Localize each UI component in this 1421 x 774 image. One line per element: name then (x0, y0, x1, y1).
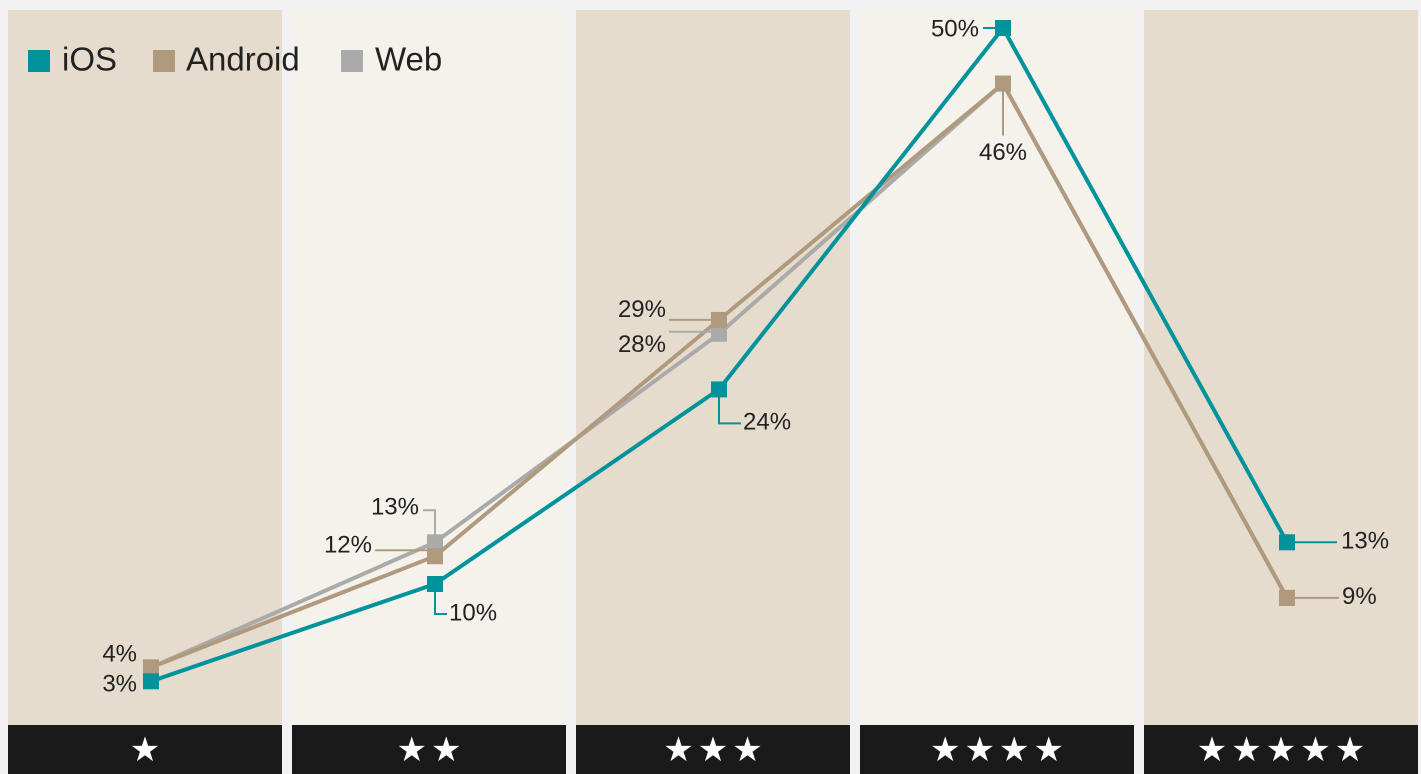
x-tick-label: ★★★★★ (1197, 731, 1369, 769)
panel (860, 10, 1134, 725)
x-tick-label: ★★★ (663, 731, 766, 769)
legend-swatch (153, 50, 175, 72)
legend-swatch (28, 50, 50, 72)
label-leader (669, 330, 720, 334)
legend-label: iOS (62, 41, 117, 78)
data-label: 3% (102, 671, 137, 698)
data-label: 4% (102, 641, 137, 668)
data-point (143, 659, 159, 676)
label-leader (423, 509, 436, 543)
data-label: 46% (979, 139, 1027, 166)
label-leader (434, 584, 447, 615)
label-leader (375, 549, 436, 557)
panel (292, 10, 566, 725)
data-label: 28% (618, 331, 666, 358)
legend-label: Web (375, 41, 442, 78)
data-label: 50% (931, 15, 979, 42)
x-tick-label: ★★★★ (930, 731, 1068, 769)
category-bar (576, 725, 850, 774)
panel (8, 10, 282, 725)
panel (576, 10, 850, 725)
category-bar (292, 725, 566, 774)
data-label: 12% (324, 532, 372, 559)
panel (1144, 10, 1418, 725)
data-point (143, 673, 159, 690)
data-label: 9% (1342, 583, 1377, 610)
x-tick-label: ★ (130, 731, 164, 769)
legend-swatch (341, 50, 363, 72)
data-label: 29% (618, 296, 666, 323)
data-label: 24% (743, 409, 791, 436)
legend: iOS Android Web (28, 41, 442, 78)
label-leader (718, 389, 741, 425)
data-label: 13% (371, 494, 419, 521)
x-tick-label: ★★ (397, 731, 466, 769)
legend-label: Android (186, 41, 300, 78)
data-label: 10% (449, 599, 497, 626)
data-label: 13% (1341, 528, 1389, 555)
category-bar (860, 725, 1134, 774)
category-bar (1144, 725, 1418, 774)
category-bar (8, 725, 282, 774)
